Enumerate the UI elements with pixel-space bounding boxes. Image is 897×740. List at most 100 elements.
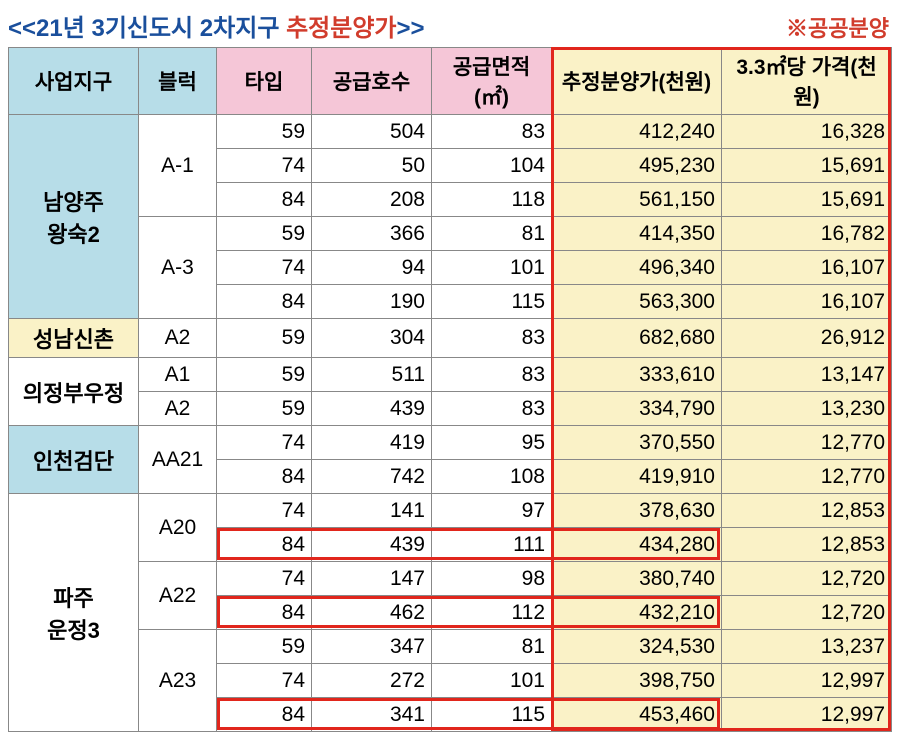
- area-cell: 108: [432, 460, 552, 494]
- units-cell: 366: [312, 217, 432, 251]
- district-cell: 인천검단: [9, 426, 139, 494]
- block-cell: A1: [139, 358, 217, 392]
- per33-cell: 13,237: [722, 630, 892, 664]
- table-row: 인천검단AA217441995370,55012,770: [9, 426, 892, 460]
- type-cell: 59: [217, 217, 312, 251]
- type-cell: 84: [217, 183, 312, 217]
- units-cell: 742: [312, 460, 432, 494]
- type-cell: 84: [217, 285, 312, 319]
- block-cell: A23: [139, 630, 217, 732]
- units-cell: 304: [312, 319, 432, 358]
- type-cell: 74: [217, 251, 312, 285]
- area-cell: 101: [432, 251, 552, 285]
- type-cell: 74: [217, 426, 312, 460]
- units-cell: 462: [312, 596, 432, 630]
- per33-cell: 16,328: [722, 115, 892, 149]
- price-cell: 414,350: [552, 217, 722, 251]
- district-cell: 성남신촌: [9, 319, 139, 358]
- table-row: A-35936681414,35016,782: [9, 217, 892, 251]
- title-suffix: >>: [396, 15, 424, 42]
- col-block: 블럭: [139, 48, 217, 115]
- per33-cell: 12,853: [722, 494, 892, 528]
- block-cell: A-3: [139, 217, 217, 319]
- area-cell: 98: [432, 562, 552, 596]
- type-cell: 84: [217, 596, 312, 630]
- price-cell: 380,740: [552, 562, 722, 596]
- title-accent: 추정분양가: [286, 15, 396, 42]
- table-row: 남양주 왕숙2A-15950483412,24016,328: [9, 115, 892, 149]
- table-row: A235934781324,53013,237: [9, 630, 892, 664]
- price-cell: 370,550: [552, 426, 722, 460]
- units-cell: 347: [312, 630, 432, 664]
- area-cell: 97: [432, 494, 552, 528]
- units-cell: 504: [312, 115, 432, 149]
- type-cell: 84: [217, 460, 312, 494]
- price-cell: 333,610: [552, 358, 722, 392]
- table-header-row: 사업지구 블럭 타입 공급호수 공급면적(㎡) 추정분양가(천원) 3.3㎡당 …: [9, 48, 892, 115]
- district-cell: 파주 운정3: [9, 494, 139, 732]
- per33-cell: 13,147: [722, 358, 892, 392]
- units-cell: 190: [312, 285, 432, 319]
- price-cell: 434,280: [552, 528, 722, 562]
- price-cell: 453,460: [552, 698, 722, 732]
- units-cell: 94: [312, 251, 432, 285]
- type-cell: 59: [217, 115, 312, 149]
- area-cell: 118: [432, 183, 552, 217]
- units-cell: 511: [312, 358, 432, 392]
- per33-cell: 12,997: [722, 664, 892, 698]
- area-cell: 83: [432, 319, 552, 358]
- district-cell: 남양주 왕숙2: [9, 115, 139, 319]
- area-cell: 101: [432, 664, 552, 698]
- price-cell: 398,750: [552, 664, 722, 698]
- area-cell: 112: [432, 596, 552, 630]
- type-cell: 84: [217, 528, 312, 562]
- units-cell: 208: [312, 183, 432, 217]
- area-cell: 81: [432, 217, 552, 251]
- district-cell: 의정부우정: [9, 358, 139, 426]
- block-cell: A20: [139, 494, 217, 562]
- price-cell: 334,790: [552, 392, 722, 426]
- col-area: 공급면적(㎡): [432, 48, 552, 115]
- area-cell: 104: [432, 149, 552, 183]
- area-cell: 83: [432, 358, 552, 392]
- type-cell: 59: [217, 319, 312, 358]
- per33-cell: 26,912: [722, 319, 892, 358]
- col-type: 타입: [217, 48, 312, 115]
- per33-cell: 16,782: [722, 217, 892, 251]
- units-cell: 341: [312, 698, 432, 732]
- price-cell: 495,230: [552, 149, 722, 183]
- area-cell: 115: [432, 698, 552, 732]
- page-title: <<21년 3기신도시 2차지구 추정분양가>>: [8, 8, 425, 43]
- type-cell: 59: [217, 392, 312, 426]
- price-cell: 378,630: [552, 494, 722, 528]
- col-per33: 3.3㎡당 가격(천원): [722, 48, 892, 115]
- title-prefix: <<21년 3기신도시 2차지구: [8, 15, 286, 42]
- per33-cell: 15,691: [722, 149, 892, 183]
- type-cell: 74: [217, 149, 312, 183]
- type-cell: 59: [217, 630, 312, 664]
- price-cell: 324,530: [552, 630, 722, 664]
- units-cell: 141: [312, 494, 432, 528]
- block-cell: AA21: [139, 426, 217, 494]
- units-cell: 50: [312, 149, 432, 183]
- type-cell: 74: [217, 494, 312, 528]
- price-cell: 563,300: [552, 285, 722, 319]
- col-price: 추정분양가(천원): [552, 48, 722, 115]
- table-row: A25943983334,79013,230: [9, 392, 892, 426]
- col-units: 공급호수: [312, 48, 432, 115]
- type-cell: 84: [217, 698, 312, 732]
- block-cell: A2: [139, 319, 217, 358]
- area-cell: 95: [432, 426, 552, 460]
- area-cell: 81: [432, 630, 552, 664]
- table-row: A227414798380,74012,720: [9, 562, 892, 596]
- units-cell: 439: [312, 392, 432, 426]
- per33-cell: 12,997: [722, 698, 892, 732]
- per33-cell: 12,720: [722, 596, 892, 630]
- price-table: 사업지구 블럭 타입 공급호수 공급면적(㎡) 추정분양가(천원) 3.3㎡당 …: [8, 47, 892, 732]
- units-cell: 439: [312, 528, 432, 562]
- area-cell: 83: [432, 115, 552, 149]
- block-cell: A-1: [139, 115, 217, 217]
- header-note: ※공공분양: [786, 11, 889, 43]
- units-cell: 147: [312, 562, 432, 596]
- per33-cell: 12,853: [722, 528, 892, 562]
